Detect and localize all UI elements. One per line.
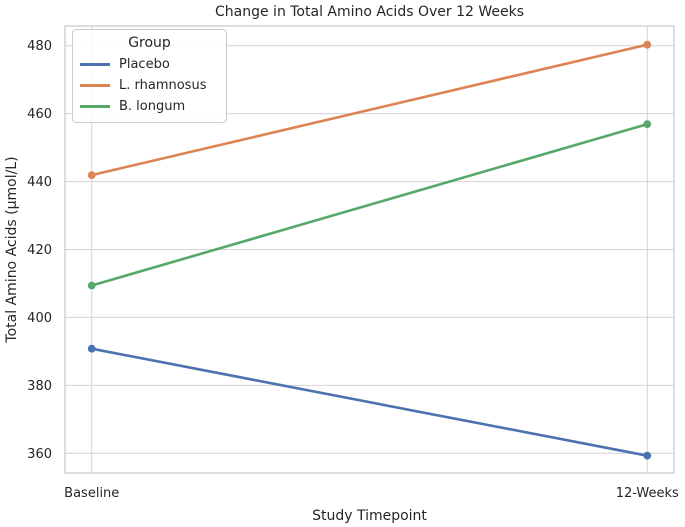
legend-label: Placebo (119, 57, 170, 72)
legend-label: L. rhamnosus (119, 78, 207, 93)
y-tick-label: 360 (27, 447, 52, 462)
data-point (87, 171, 96, 180)
legend-swatch-b-longum (80, 105, 110, 108)
legend-label: B. longum (119, 99, 186, 114)
y-tick-label: 400 (27, 311, 52, 326)
legend: Group Placebo L. rhamnosus B. longum (72, 29, 227, 123)
legend-item: L. rhamnosus (73, 75, 226, 96)
y-tick-label: 440 (27, 175, 52, 190)
y-tick-label: 480 (27, 39, 52, 54)
tick-layer: 360 380 400 420 440 460 480 Baseline 12-Weeks (27, 39, 679, 501)
data-point (87, 281, 96, 290)
series-layer (87, 40, 652, 460)
series-line-b-longum (90, 122, 649, 287)
series-line-l-rhamnosus (90, 43, 649, 177)
y-axis-label: Total Amino Acids (μmol/L) (4, 156, 20, 343)
plot-border (64, 25, 675, 474)
x-tick-label: Baseline (64, 486, 119, 501)
x-axis-label: Study Timepoint (312, 508, 427, 524)
y-tick-label: 420 (27, 243, 52, 258)
data-point (87, 344, 96, 353)
chart-title: Change in Total Amino Acids Over 12 Week… (215, 4, 524, 20)
x-tick-label: 12-Weeks (616, 486, 679, 501)
data-point (643, 120, 652, 129)
legend-swatch-l-rhamnosus (80, 84, 110, 87)
legend-item: B. longum (73, 96, 226, 117)
legend-swatch-placebo (80, 63, 110, 66)
y-tick-label: 380 (27, 379, 52, 394)
legend-title: Group (128, 35, 171, 51)
data-point (643, 451, 652, 460)
data-point (643, 40, 652, 49)
legend-item: Placebo (73, 54, 226, 75)
y-tick-label: 460 (27, 107, 52, 122)
series-line-placebo (90, 347, 649, 457)
